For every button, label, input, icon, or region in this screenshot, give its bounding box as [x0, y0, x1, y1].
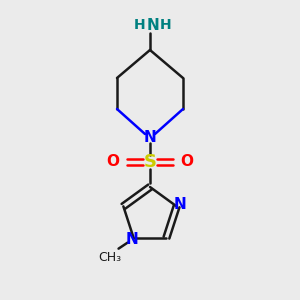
Text: O: O	[106, 154, 119, 169]
Text: N: N	[173, 197, 186, 212]
Text: N: N	[125, 232, 138, 247]
Text: N: N	[147, 17, 159, 32]
Text: S: S	[143, 153, 157, 171]
Text: CH₃: CH₃	[98, 251, 121, 264]
Text: N: N	[144, 130, 156, 145]
Text: H: H	[134, 18, 146, 32]
Text: H: H	[160, 18, 172, 32]
Text: O: O	[181, 154, 194, 169]
